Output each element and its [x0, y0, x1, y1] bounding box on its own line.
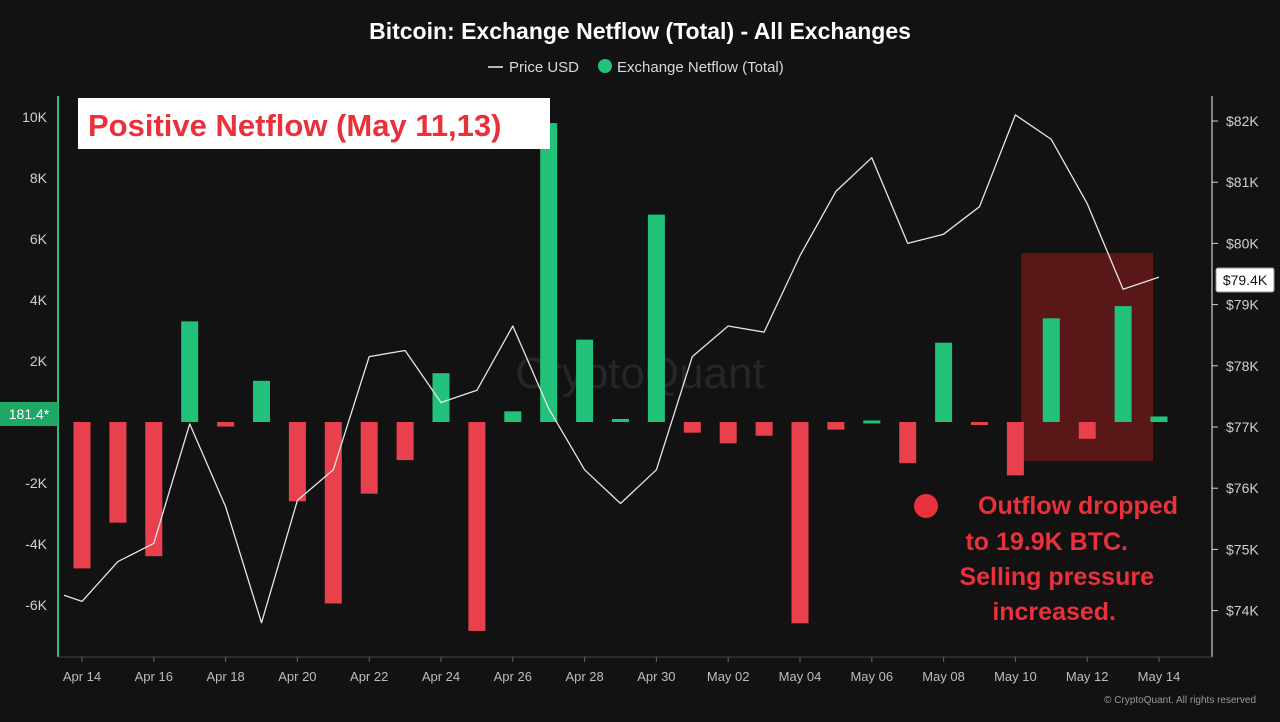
netflow-bar-apr-16 — [145, 422, 163, 557]
right-tick-label: $76K — [1226, 480, 1259, 496]
right-tick-label: $80K — [1226, 235, 1259, 251]
netflow-bar-may-05 — [827, 422, 845, 430]
right-tick-label: $79K — [1226, 297, 1259, 313]
left-tick-label: 4K — [30, 292, 48, 308]
left-tick-label: 6K — [30, 231, 48, 247]
x-tick-label: May 08 — [922, 669, 965, 684]
outflow-note: Outflow dropped to 19.9K BTC. Selling pr… — [914, 492, 1178, 626]
netflow-bars — [73, 123, 1168, 631]
legend-price-label: Price USD — [509, 59, 579, 76]
legend: Price USD Exchange Netflow (Total) — [488, 59, 784, 76]
netflow-bar-may-10 — [1006, 422, 1024, 476]
netflow-bar-apr-20 — [288, 422, 306, 502]
x-tick-label: Apr 14 — [63, 669, 101, 684]
x-tick-label: May 14 — [1138, 669, 1181, 684]
left-tick-label: 8K — [30, 170, 48, 186]
x-tick-label: May 04 — [779, 669, 822, 684]
netflow-bar-apr-30 — [647, 214, 665, 422]
current-price-badge-text: $79.4K — [1223, 272, 1268, 288]
x-tick-label: Apr 20 — [278, 669, 316, 684]
current-price-badge: $79.4K — [1215, 267, 1275, 293]
netflow-bar-may-02 — [719, 422, 737, 444]
right-axis-ticks: $74K $75K $76K $77K $78K $79K $80K $81K $82K — [1212, 113, 1259, 619]
price-line — [63, 114, 1160, 624]
outflow-note-line-3: Selling pressure — [959, 563, 1154, 591]
right-tick-label: $75K — [1226, 541, 1259, 557]
left-tick-label: 2K — [30, 353, 48, 369]
left-axis-ticks: -6K -4K -2K 2K 4K 6K 8K 10K — [22, 109, 48, 613]
netflow-bar-may-11 — [1042, 318, 1060, 422]
legend-netflow-label: Exchange Netflow (Total) — [617, 59, 784, 76]
netflow-bar-apr-14 — [73, 422, 91, 569]
netflow-bar-apr-25 — [468, 422, 486, 631]
x-tick-label: May 02 — [707, 669, 750, 684]
x-tick-label: Apr 30 — [637, 669, 675, 684]
netflow-bar-may-06 — [863, 420, 881, 424]
callout-background — [78, 98, 550, 149]
chart-title: Bitcoin: Exchange Netflow (Total) - All … — [369, 18, 911, 44]
netflow-bar-apr-23 — [396, 422, 414, 461]
x-axis-ticks: Apr 14 Apr 16 Apr 18 Apr 20 Apr 22 Apr 24 Apr … — [63, 657, 1180, 684]
netflow-bar-may-12 — [1078, 422, 1096, 439]
netflow-bar-may-01 — [683, 422, 701, 433]
positive-netflow-callout: Positive Netflow (May 11,13) — [78, 98, 550, 149]
x-tick-label: Apr 28 — [565, 669, 603, 684]
netflow-bar-may-03 — [755, 422, 773, 436]
x-tick-label: May 06 — [850, 669, 893, 684]
netflow-bar-apr-26 — [504, 411, 522, 422]
legend-netflow-marker — [598, 59, 612, 73]
current-netflow-badge: 181.4* — [0, 402, 58, 426]
netflow-bar-apr-29 — [612, 418, 629, 422]
left-tick-label: -2K — [25, 475, 47, 491]
right-tick-label: $81K — [1226, 174, 1259, 190]
x-tick-label: Apr 18 — [206, 669, 244, 684]
x-tick-label: Apr 26 — [494, 669, 532, 684]
callout-text: Positive Netflow (May 11,13) — [88, 108, 501, 143]
netflow-bar-may-14 — [1150, 416, 1168, 422]
left-tick-label: -6K — [25, 597, 47, 613]
x-tick-label: May 12 — [1066, 669, 1109, 684]
netflow-bar-apr-28 — [576, 339, 594, 422]
outflow-note-dot — [914, 494, 938, 518]
netflow-bar-apr-27 — [540, 123, 558, 422]
netflow-bar-may-08 — [935, 342, 953, 422]
current-netflow-badge-text: 181.4* — [9, 406, 50, 422]
current-netflow-badge-bg — [0, 402, 58, 426]
netflow-bar-apr-17 — [181, 321, 199, 422]
x-tick-label: Apr 22 — [350, 669, 388, 684]
x-tick-label: May 10 — [994, 669, 1037, 684]
left-tick-label: -4K — [25, 536, 47, 552]
right-tick-label: $77K — [1226, 419, 1259, 435]
current-price-badge-bg — [1215, 267, 1275, 293]
outflow-note-line-1: Outflow dropped — [978, 492, 1178, 520]
right-tick-label: $82K — [1226, 113, 1259, 129]
netflow-bar-apr-22 — [360, 422, 378, 494]
x-tick-label: Apr 24 — [422, 669, 460, 684]
netflow-bar-may-04 — [791, 422, 809, 624]
outflow-note-line-4: increased. — [992, 598, 1116, 626]
left-tick-label: 10K — [22, 109, 48, 125]
netflow-bar-apr-19 — [253, 380, 270, 422]
netflow-bar-apr-18 — [217, 422, 235, 427]
right-tick-label: $78K — [1226, 358, 1259, 374]
netflow-bar-may-13 — [1114, 306, 1132, 422]
copyright-text: © CryptoQuant. All rights reserved — [1104, 695, 1256, 706]
right-tick-label: $74K — [1226, 603, 1259, 619]
netflow-bar-may-07 — [899, 422, 917, 464]
netflow-bar-apr-21 — [324, 422, 342, 604]
outflow-note-line-2: to 19.9K BTC. — [965, 528, 1128, 556]
netflow-bar-apr-15 — [109, 422, 127, 523]
netflow-bar-apr-24 — [432, 373, 450, 422]
x-tick-label: Apr 16 — [135, 669, 173, 684]
netflow-bar-may-09 — [971, 422, 988, 425]
